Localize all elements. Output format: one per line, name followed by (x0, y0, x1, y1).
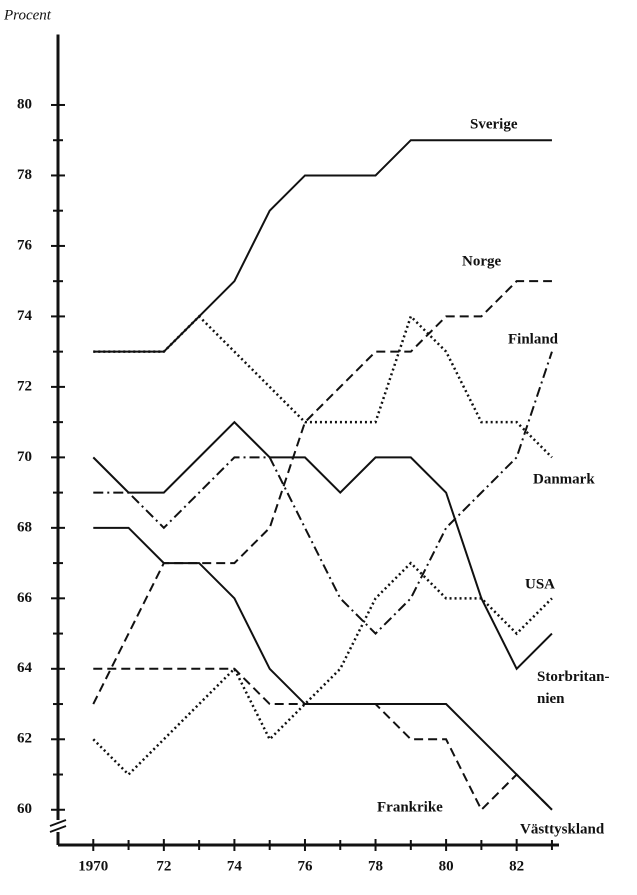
series-line (93, 314, 553, 459)
y-tick-label: 76 (17, 237, 33, 253)
x-tick-label: 78 (368, 858, 383, 874)
y-tick-label: 64 (17, 660, 33, 676)
series-line (93, 667, 553, 812)
series-label: Norge (462, 253, 501, 269)
series-label: USA (525, 576, 555, 592)
series-line (93, 139, 552, 353)
x-tick-label: 74 (227, 858, 243, 874)
series-label: Sverige (470, 116, 518, 132)
y-axis-label: Procent (3, 7, 52, 23)
y-tick-label: 78 (17, 167, 32, 183)
series-label: Finland (508, 331, 559, 347)
break-mark (49, 825, 67, 833)
y-tick-label: 80 (17, 96, 32, 112)
series-label: Danmark (533, 471, 595, 487)
x-tick-label: 1970 (78, 858, 108, 874)
y-tick-label: 68 (17, 519, 32, 535)
series-line (92, 561, 553, 777)
series-label: Storbritan-nien (537, 669, 610, 707)
axis-break (49, 819, 67, 833)
series-label: Frankrike (377, 799, 443, 815)
y-tick-label: 70 (17, 449, 32, 465)
x-tick-label: 72 (156, 858, 171, 874)
y-tick-label: 60 (17, 801, 32, 817)
x-tick-label: 76 (297, 858, 313, 874)
series-label: Västtyskland (520, 821, 605, 837)
series-line (92, 420, 553, 671)
x-tick-label: 82 (509, 858, 524, 874)
y-tick-label: 72 (17, 378, 32, 394)
y-tick-label: 74 (17, 308, 33, 324)
x-tick-label: 80 (439, 858, 454, 874)
y-tick-label: 62 (17, 731, 32, 747)
series-line (93, 526, 553, 811)
break-mark (49, 819, 67, 827)
y-tick-label: 66 (17, 590, 33, 606)
series-line (92, 280, 552, 705)
